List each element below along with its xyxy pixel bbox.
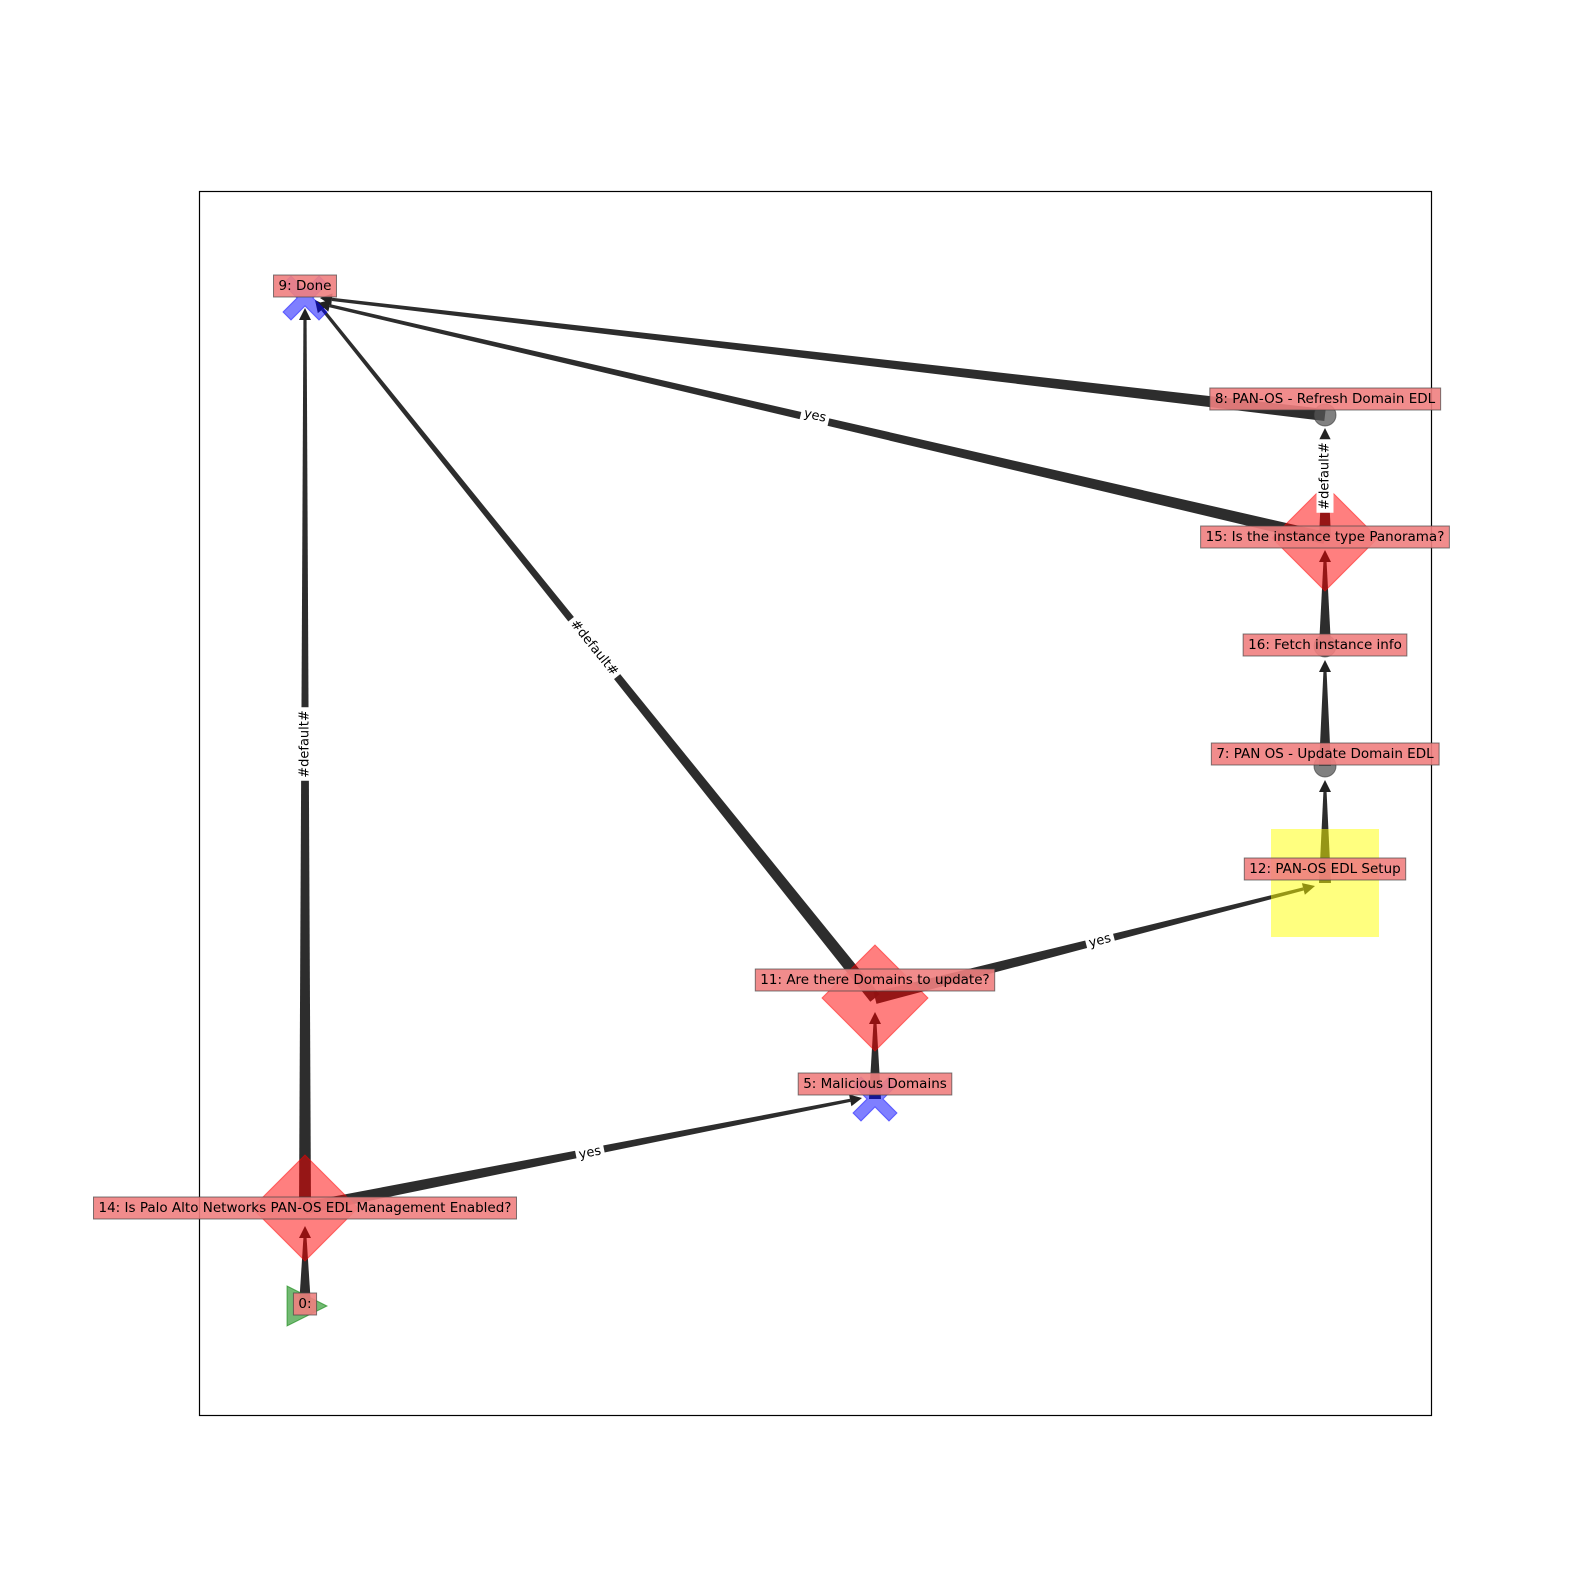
node-label-14: 14: Is Palo Alto Networks PAN-OS EDL Man… <box>93 1196 517 1220</box>
node-label-7: 7: PAN OS - Update Domain EDL <box>1210 742 1440 766</box>
arrowhead-icon <box>1319 780 1331 792</box>
node-label-box <box>93 1196 517 1220</box>
node-label-box <box>1242 633 1408 657</box>
node-label-16: 16: Fetch instance info <box>1242 633 1408 657</box>
edge-label-text: yes <box>802 406 828 426</box>
edge-label-15-to-9: yes <box>799 404 832 428</box>
node-label-text: 12: PAN-OS EDL Setup <box>1249 861 1400 877</box>
node-label-box <box>273 274 337 298</box>
edge-label-15-to-8: #default# <box>1316 439 1334 513</box>
node-label-box <box>1200 525 1450 549</box>
edge-label-11-to-9: #default# <box>564 614 624 682</box>
edge-label-text: #default# <box>298 710 313 778</box>
edge-label-text: #default# <box>1318 442 1333 510</box>
node-label-box <box>1210 742 1440 766</box>
edge-shaft <box>299 1238 311 1306</box>
node-label-text: 7: PAN OS - Update Domain EDL <box>1216 746 1434 762</box>
edge-shaft <box>331 297 1326 421</box>
arrowhead-icon <box>1319 428 1331 440</box>
edge-label-bg <box>296 707 314 781</box>
arrowhead-icon <box>299 308 311 320</box>
node-label-0: 0: <box>292 1292 318 1316</box>
edge-label-text: yes <box>1087 931 1113 951</box>
edge-label-bg <box>1316 439 1334 513</box>
node-label-text: 11: Are there Domains to update? <box>760 972 989 988</box>
edge-shaft <box>1319 562 1331 646</box>
node-12[interactable] <box>1271 829 1379 937</box>
node-label-text: 0: <box>298 1296 311 1312</box>
edge-label-bg <box>799 404 832 428</box>
plot-frame <box>198 190 1433 1417</box>
node-label-text: 8: PAN-OS - Refresh Domain EDL <box>1215 391 1436 407</box>
setup-square-icon <box>1271 829 1379 937</box>
node-label-text: 16: Fetch instance info <box>1248 637 1402 653</box>
edge-label-bg <box>574 1141 606 1165</box>
node-label-text: 5: Malicious Domains <box>803 1076 947 1092</box>
edge-label-bg <box>1084 929 1117 953</box>
arrowhead-icon <box>849 1094 862 1107</box>
node-label-15: 15: Is the instance type Panorama? <box>1200 525 1450 549</box>
node-label-box <box>1209 387 1442 411</box>
edge-label-14-to-5: yes <box>574 1141 606 1165</box>
node-label-box <box>754 968 996 992</box>
arrowhead-icon <box>1319 660 1331 672</box>
node-label-8: 8: PAN-OS - Refresh Domain EDL <box>1209 387 1442 411</box>
node-label-5: 5: Malicious Domains <box>797 1072 953 1096</box>
node-label-11: 11: Are there Domains to update? <box>754 968 996 992</box>
edge-8-to-9 <box>320 293 1326 421</box>
edge-labels-layer: #default# yes #default# yes #default# yes <box>296 404 1334 1165</box>
edge-label-11-to-12: yes <box>1084 929 1117 953</box>
edge-label-text: #default# <box>567 617 621 679</box>
node-label-text: 9: Done <box>279 278 332 294</box>
node-label-9: 9: Done <box>273 274 337 298</box>
nodes-layer: 0: 14: Is Palo Alto Networks PAN-OS EDL M… <box>93 274 1450 1327</box>
node-label-text: 14: Is Palo Alto Networks PAN-OS EDL Man… <box>99 1200 512 1216</box>
edges-layer <box>299 293 1331 1306</box>
node-label-box <box>1243 857 1407 881</box>
node-label-12: 12: PAN-OS EDL Setup <box>1243 857 1407 881</box>
node-label-text: 15: Is the instance type Panorama? <box>1206 529 1445 545</box>
edge-label-text: yes <box>578 1143 603 1162</box>
edge-label-bg <box>564 614 624 682</box>
node-label-box <box>797 1072 953 1096</box>
node-label-box <box>292 1292 318 1316</box>
edge-label-14-to-9: #default# <box>296 707 314 781</box>
